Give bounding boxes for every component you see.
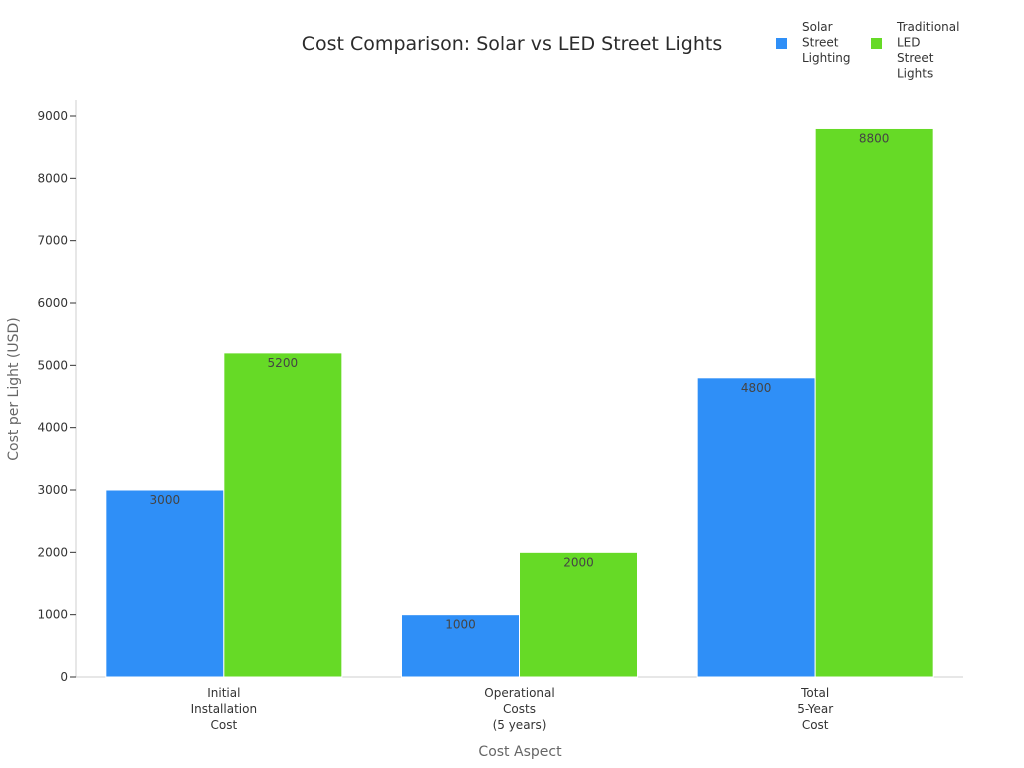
y-tick-label: 8000 [37, 171, 68, 185]
legend-swatch-1 [776, 38, 787, 49]
bar-value-label: 4800 [741, 381, 772, 395]
legend: Solar Street Lighting Traditional LED Street L… [776, 20, 959, 81]
y-axis: 0 1000 2000 3000 4000 5000 6000 7000 8000 9000 [37, 100, 77, 684]
y-tick-label: 6000 [37, 296, 68, 310]
bar-value-label: 5200 [268, 356, 299, 370]
legend-swatch-2 [871, 38, 882, 49]
legend-label-1: Solar Street Lighting [802, 20, 851, 65]
bar-series-2 [814, 127, 934, 678]
bar-series-1 [401, 614, 520, 678]
bar-value-label: 3000 [150, 493, 181, 507]
y-axis-title: Cost per Light (USD) [6, 317, 22, 461]
y-tick-label: 2000 [37, 545, 68, 559]
y-tick-label: 5000 [37, 358, 68, 372]
y-tick-label: 4000 [37, 421, 68, 435]
legend-label-2: Traditional LED Street Lights [896, 20, 959, 81]
y-tick-label: 7000 [37, 234, 68, 248]
y-tick-label: 0 [60, 670, 68, 684]
bar-series-2 [223, 352, 343, 678]
bar-series-1 [105, 489, 225, 678]
bar-series-1 [696, 377, 816, 678]
bar-value-label: 8800 [859, 131, 890, 145]
y-tick-label: 1000 [37, 608, 68, 622]
y-tick-label: 9000 [37, 109, 68, 123]
bars [105, 127, 934, 678]
x-tick-label: Initial Installation Cost [191, 686, 257, 732]
bar-value-label: 2000 [563, 555, 594, 569]
y-tick-label: 3000 [37, 483, 68, 497]
chart-title: Cost Comparison: Solar vs LED Street Lig… [302, 33, 722, 55]
bar-value-label: 1000 [445, 618, 476, 632]
x-tick-label: Operational Costs (5 years) [484, 686, 554, 732]
x-axis-title: Cost Aspect [478, 744, 562, 760]
data-labels: 3000 5200 1000 2000 4800 8800 [150, 131, 890, 631]
bar-series-2 [519, 551, 638, 678]
x-axis: Initial Installation Cost Operational Costs(… [76, 676, 963, 732]
x-tick-label: Total 5-Year Cost [797, 686, 833, 732]
